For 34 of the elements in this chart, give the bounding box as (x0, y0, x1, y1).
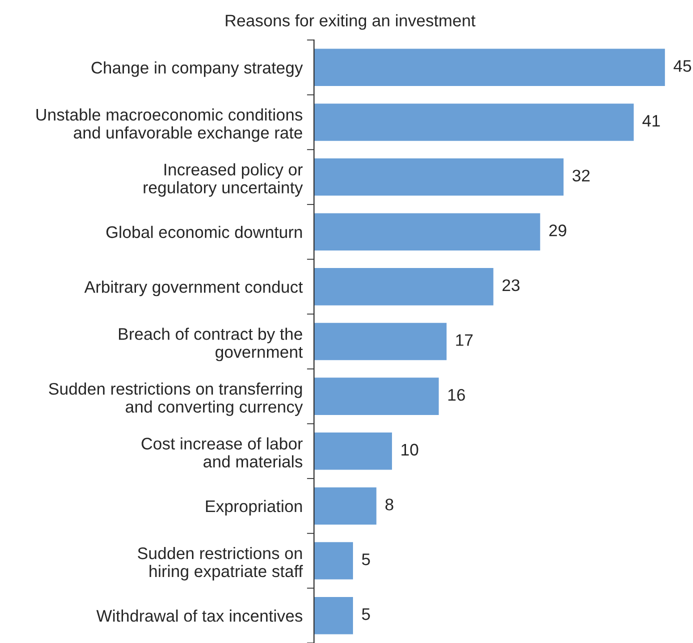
bar (314, 596, 353, 634)
data-label: 23 (502, 279, 520, 292)
y-tick-label: Change in company strategy (92, 61, 303, 77)
data-label: 29 (549, 224, 566, 236)
data-label: 45 (674, 60, 692, 72)
data-label: 5 (362, 554, 370, 566)
data-label: 5 (362, 608, 370, 620)
bar (314, 158, 564, 196)
data-label: 16 (448, 388, 465, 401)
data-label: 17 (456, 334, 473, 346)
bar (314, 322, 447, 360)
bar (314, 432, 392, 470)
data-label: 8 (385, 498, 394, 510)
y-tick-label: Breach of contract by the government (118, 328, 303, 362)
y-tick-label: Cost increase of labor and materials (142, 437, 303, 468)
y-tick-label: Expropriation (206, 500, 302, 516)
y-tick-label: Withdrawal of tax incentives (96, 610, 302, 622)
bar (314, 48, 665, 86)
bar (314, 542, 353, 580)
y-tick-label: Sudden restrictions on hiring expatriate staff (138, 546, 303, 580)
bar (314, 268, 494, 306)
data-label: 41 (642, 115, 660, 127)
y-tick-label: Increased policy or regulatory uncertainty (144, 163, 303, 197)
y-tick-label: Arbitrary government conduct (84, 280, 303, 296)
bar (314, 378, 439, 415)
y-tick-label: Global economic downturn (106, 226, 302, 238)
bar (314, 213, 540, 250)
bar (314, 487, 376, 525)
y-tick-label: Sudden restrictions on transferring and converting currency (48, 382, 303, 416)
chart-title: Reasons for exiting an investment (226, 14, 476, 30)
data-label: 32 (572, 170, 590, 182)
data-label: 10 (402, 444, 418, 456)
y-tick-label: Unstable macroeconomic conditions and unfavorable exchange rate (36, 108, 302, 142)
bar (314, 104, 634, 141)
